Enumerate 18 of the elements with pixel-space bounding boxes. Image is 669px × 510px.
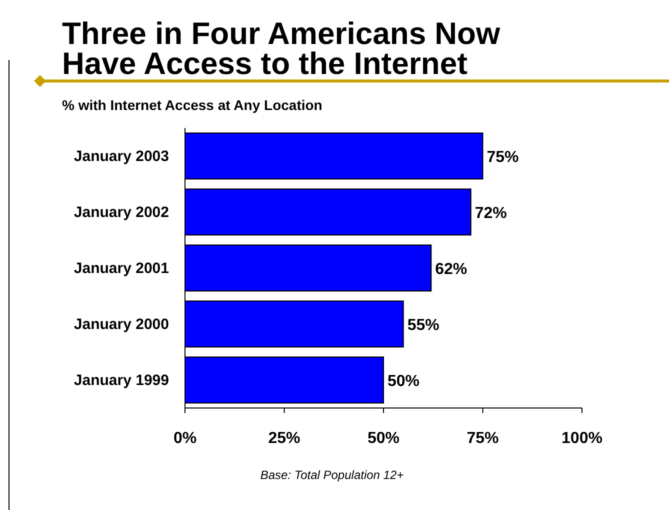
data-label: 50% <box>388 373 420 390</box>
y-tick-label: January 1999 <box>74 372 169 389</box>
x-tick-label: 75% <box>466 430 499 447</box>
data-label: 62% <box>435 261 468 278</box>
chart-subtitle: % with Internet Access at Any Location <box>62 97 322 113</box>
x-tick-label: 0% <box>173 430 197 447</box>
data-label: 75% <box>486 149 519 166</box>
x-tick-label: 100% <box>562 430 602 447</box>
text: Base: Total Population 12+ <box>260 468 404 482</box>
x-tick-label: 50% <box>367 430 400 447</box>
data-label: 72% <box>474 205 507 222</box>
y-tick-label: January 2000 <box>74 316 169 333</box>
x-tick-label: 25% <box>268 430 300 447</box>
y-tick-label: January 2002 <box>74 204 169 221</box>
data-label: 55% <box>407 317 440 334</box>
y-tick-label: January 2003 <box>74 148 169 165</box>
chart-title: Three in Four Americans Now Have Access to the Internet <box>62 16 501 81</box>
y-tick-label: January 2001 <box>74 260 169 277</box>
